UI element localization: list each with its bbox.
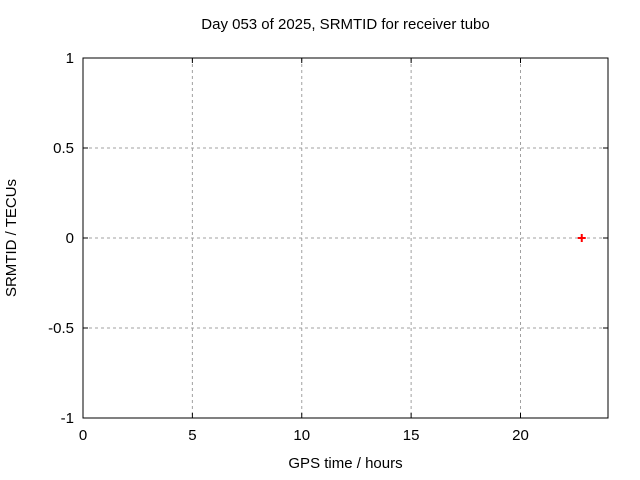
y-tick-label: 0 xyxy=(66,230,74,247)
x-tick-label: 15 xyxy=(403,427,420,444)
y-tick-label: -0.5 xyxy=(48,320,74,337)
y-tick-label: 0.5 xyxy=(53,140,74,157)
x-tick-label: 10 xyxy=(293,427,310,444)
x-tick-label: 0 xyxy=(79,427,87,444)
y-tick-label: 1 xyxy=(66,50,74,67)
x-tick-label: 20 xyxy=(512,427,529,444)
plot-border xyxy=(82,57,609,419)
y-tick-label: -1 xyxy=(61,410,74,427)
x-tick-label: 5 xyxy=(188,427,196,444)
chart-title: Day 053 of 2025, SRMTID for receiver tub… xyxy=(201,16,490,33)
x-axis-label: GPS time / hours xyxy=(288,455,403,472)
